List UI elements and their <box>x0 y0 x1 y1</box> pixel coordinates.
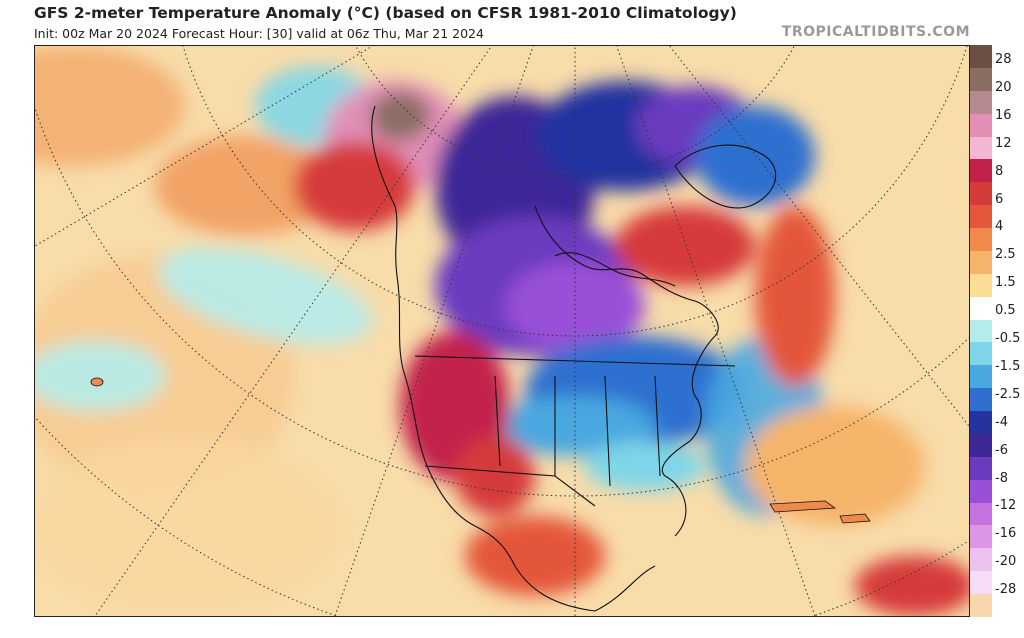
colorbar-cell <box>970 159 992 183</box>
colorbar-cell <box>970 136 992 160</box>
colorbar-cell <box>970 571 992 595</box>
colorbar-label: 20 <box>995 79 1012 95</box>
colorbar-label: -20 <box>995 554 1017 570</box>
colorbar-cell <box>970 365 992 389</box>
colorbar-cell <box>970 319 992 343</box>
colorbar-cell <box>970 182 992 206</box>
colorbar-cell <box>970 296 992 321</box>
colorbar-label: -28 <box>995 582 1017 598</box>
legend-colorbar: 28 20 16 12 8 6 4 2.5 1.5 0.5 -0.5 -1.5 -2.5 -4 -6 -8 -1… <box>970 45 1024 618</box>
colorbar-cell <box>970 548 992 572</box>
colorbar-cell <box>970 342 992 366</box>
colorbar-label: 6 <box>995 191 1004 207</box>
islands <box>90 377 871 524</box>
colorbar-cell <box>970 502 992 526</box>
colorbar-label: 0.5 <box>995 303 1016 319</box>
colorbar-cell <box>970 388 992 412</box>
colorbar-cell <box>970 273 992 298</box>
colorbar-cell <box>970 456 992 481</box>
colorbar-label: 16 <box>995 107 1012 123</box>
anomaly-map <box>35 46 969 616</box>
colorbar-label: 8 <box>995 163 1004 179</box>
colorbar-cell <box>970 433 992 458</box>
colorbar-label: 12 <box>995 135 1012 151</box>
colorbar-label: -2.5 <box>995 386 1021 402</box>
colorbar-label: -6 <box>995 442 1008 458</box>
map-panel <box>34 45 970 617</box>
coastlines <box>371 105 777 612</box>
colorbar-label: 4 <box>995 219 1004 235</box>
colorbar-cell <box>970 525 992 549</box>
colorbar-cell <box>970 411 992 435</box>
chart-title: GFS 2-meter Temperature Anomaly (°C) (ba… <box>34 4 737 22</box>
colorbar-label: -16 <box>995 526 1017 542</box>
colorbar-cell <box>970 205 992 229</box>
colorbar-cell <box>970 113 992 137</box>
chart-subtitle: Init: 00z Mar 20 2024 Forecast Hour: [30… <box>34 26 484 41</box>
anomaly-shading <box>35 46 969 616</box>
colorbar-label: -8 <box>995 470 1008 486</box>
colorbar-label: -12 <box>995 498 1017 514</box>
brand-watermark: TROPICALTIDBITS.COM <box>781 24 970 40</box>
colorbar-label: -0.5 <box>995 331 1021 347</box>
colorbar-label: 28 <box>995 52 1012 67</box>
colorbar-cell <box>970 594 992 618</box>
colorbar-cell <box>970 228 992 252</box>
colorbar-label: -1.5 <box>995 358 1021 374</box>
colorbar-cell <box>970 90 992 115</box>
colorbar-cell <box>970 479 992 504</box>
colorbar-label: 1.5 <box>995 275 1016 291</box>
colorbar-cell <box>970 250 992 275</box>
graticule <box>35 46 969 616</box>
colorbar-cell <box>970 67 992 92</box>
colorbar-cell <box>970 45 992 69</box>
colorbar-label: -4 <box>995 414 1008 430</box>
colorbar-label: 2.5 <box>995 247 1016 263</box>
